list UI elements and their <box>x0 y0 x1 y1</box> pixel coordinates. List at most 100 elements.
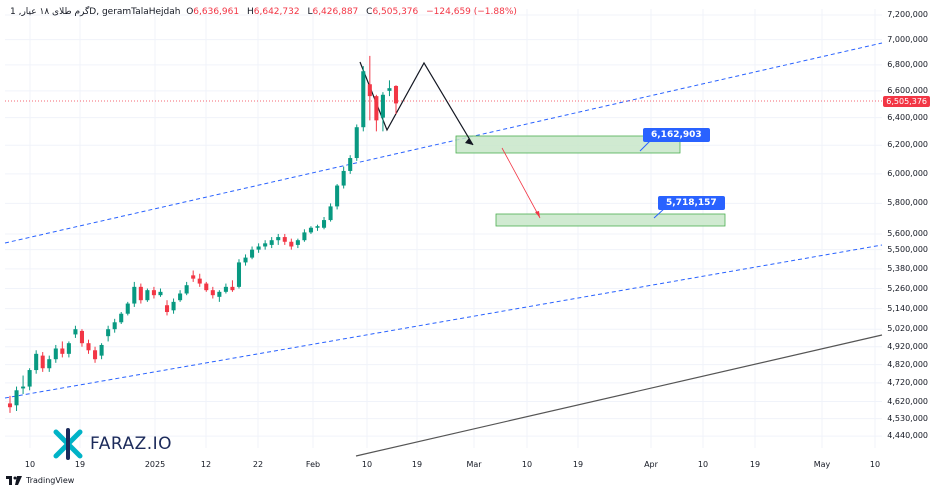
upper-channel-line <box>4 42 883 244</box>
candle-body[interactable] <box>79 330 84 344</box>
y-tick-label: 4,920,000 <box>887 341 928 351</box>
candle-body[interactable] <box>308 227 313 233</box>
y-tick-label: 7,200,000 <box>887 10 928 20</box>
candle-body[interactable] <box>387 88 392 91</box>
candle-body[interactable] <box>14 390 19 406</box>
candle-body[interactable] <box>276 237 281 241</box>
candle-body[interactable] <box>27 370 32 387</box>
x-tick-label: 10 <box>697 460 709 469</box>
candle-body[interactable] <box>125 303 130 314</box>
faraz-logo: FARAZ.IO <box>52 428 172 460</box>
high-value: 6,642,732 <box>253 7 300 17</box>
candle-body[interactable] <box>250 249 255 258</box>
candle-body[interactable] <box>73 329 78 335</box>
close-value: 6,505,376 <box>372 7 419 17</box>
zone-label-lower: 5,718,157 <box>658 196 725 210</box>
candle-body[interactable] <box>93 350 98 360</box>
symbol-header: 1 ,گرم طلای ۱۸ عیارD, geramTalaHejdah O6… <box>10 7 522 17</box>
candle-body[interactable] <box>380 94 385 118</box>
candle-body[interactable] <box>197 278 202 284</box>
candle-body[interactable] <box>328 206 333 221</box>
candle-body[interactable] <box>341 170 346 186</box>
zone-label-connector-upper <box>639 140 651 152</box>
candle-body[interactable] <box>34 353 39 371</box>
candle-body[interactable] <box>178 293 183 301</box>
candle-body[interactable] <box>217 291 222 297</box>
x-tick-label: May <box>813 460 831 469</box>
candle-body[interactable] <box>171 301 176 311</box>
candle-body[interactable] <box>145 290 150 301</box>
logo-text: FARAZ.IO <box>90 434 173 454</box>
y-tick-label: 4,440,000 <box>887 431 928 441</box>
demand-zone-upper <box>455 135 681 154</box>
x-tick-label: 19 <box>74 460 86 469</box>
candle-body[interactable] <box>106 329 111 337</box>
x-tick-label: 10 <box>361 460 373 469</box>
open-value: 6,636,961 <box>193 7 240 17</box>
y-tick-label: 6,200,000 <box>887 140 928 150</box>
candle-body[interactable] <box>184 285 189 294</box>
x-tick-label: 19 <box>411 460 423 469</box>
candle-body[interactable] <box>158 291 163 296</box>
candle-body[interactable] <box>263 243 268 247</box>
y-tick-label: 5,380,000 <box>887 263 928 273</box>
candle-body[interactable] <box>354 127 359 159</box>
high-label: H <box>246 7 254 17</box>
candle-body[interactable] <box>367 84 372 97</box>
y-tick-label: 4,820,000 <box>887 359 928 369</box>
candle-body[interactable] <box>138 286 143 301</box>
candle-body[interactable] <box>223 286 228 292</box>
tradingview-brand[interactable]: TradingView <box>6 476 74 485</box>
candle-body[interactable] <box>348 158 353 171</box>
candle-body[interactable] <box>191 275 196 279</box>
candle-body[interactable] <box>66 343 71 354</box>
candle-body[interactable] <box>282 237 287 242</box>
candle-body[interactable] <box>60 348 65 354</box>
candle-body[interactable] <box>374 96 379 121</box>
candle-body[interactable] <box>204 283 209 291</box>
candle-body[interactable] <box>289 241 294 247</box>
low-label: L <box>307 7 313 17</box>
candle-body[interactable] <box>99 344 104 356</box>
candle-body[interactable] <box>393 85 399 104</box>
y-tick-label: 4,720,000 <box>887 377 928 387</box>
candle-body[interactable] <box>7 403 13 408</box>
candle-body[interactable] <box>119 313 124 323</box>
candle-body[interactable] <box>40 355 45 369</box>
x-tick-label: 22 <box>252 460 264 469</box>
candle-body[interactable] <box>21 386 26 389</box>
projection-arrowhead <box>465 138 473 145</box>
tradingview-label: TradingView <box>26 476 75 485</box>
candle-body[interactable] <box>230 286 235 291</box>
y-tick-label: 5,140,000 <box>887 303 928 313</box>
target-arrow <box>501 147 541 219</box>
candle-body[interactable] <box>151 290 156 296</box>
y-tick-label: 6,400,000 <box>887 112 928 122</box>
candle-body[interactable] <box>256 246 261 250</box>
candle-body[interactable] <box>302 232 307 241</box>
candle-body[interactable] <box>112 322 117 330</box>
candle-body[interactable] <box>132 286 137 304</box>
candle-body[interactable] <box>47 359 52 369</box>
x-tick-label: 12 <box>200 460 212 469</box>
open-label: O <box>186 7 194 17</box>
candle-body[interactable] <box>335 185 340 207</box>
candle-body[interactable] <box>164 305 170 313</box>
candle-body[interactable] <box>86 343 91 351</box>
candle-body[interactable] <box>315 226 320 228</box>
candle-body[interactable] <box>322 220 327 228</box>
candle-body[interactable] <box>210 290 215 296</box>
candle-body[interactable] <box>269 240 274 245</box>
low-value: 6,426,887 <box>312 7 359 17</box>
candle-body[interactable] <box>361 71 366 128</box>
support-trend-line <box>355 334 883 457</box>
candle-body[interactable] <box>53 348 58 360</box>
x-tick-label: Mar <box>466 460 482 469</box>
x-tick-label: Apr <box>644 460 658 469</box>
candle-body[interactable] <box>295 240 300 245</box>
candle-body[interactable] <box>243 257 248 263</box>
demand-zone-lower <box>495 213 726 227</box>
candle-body[interactable] <box>236 262 242 287</box>
x-tick-label: 10 <box>24 460 36 469</box>
